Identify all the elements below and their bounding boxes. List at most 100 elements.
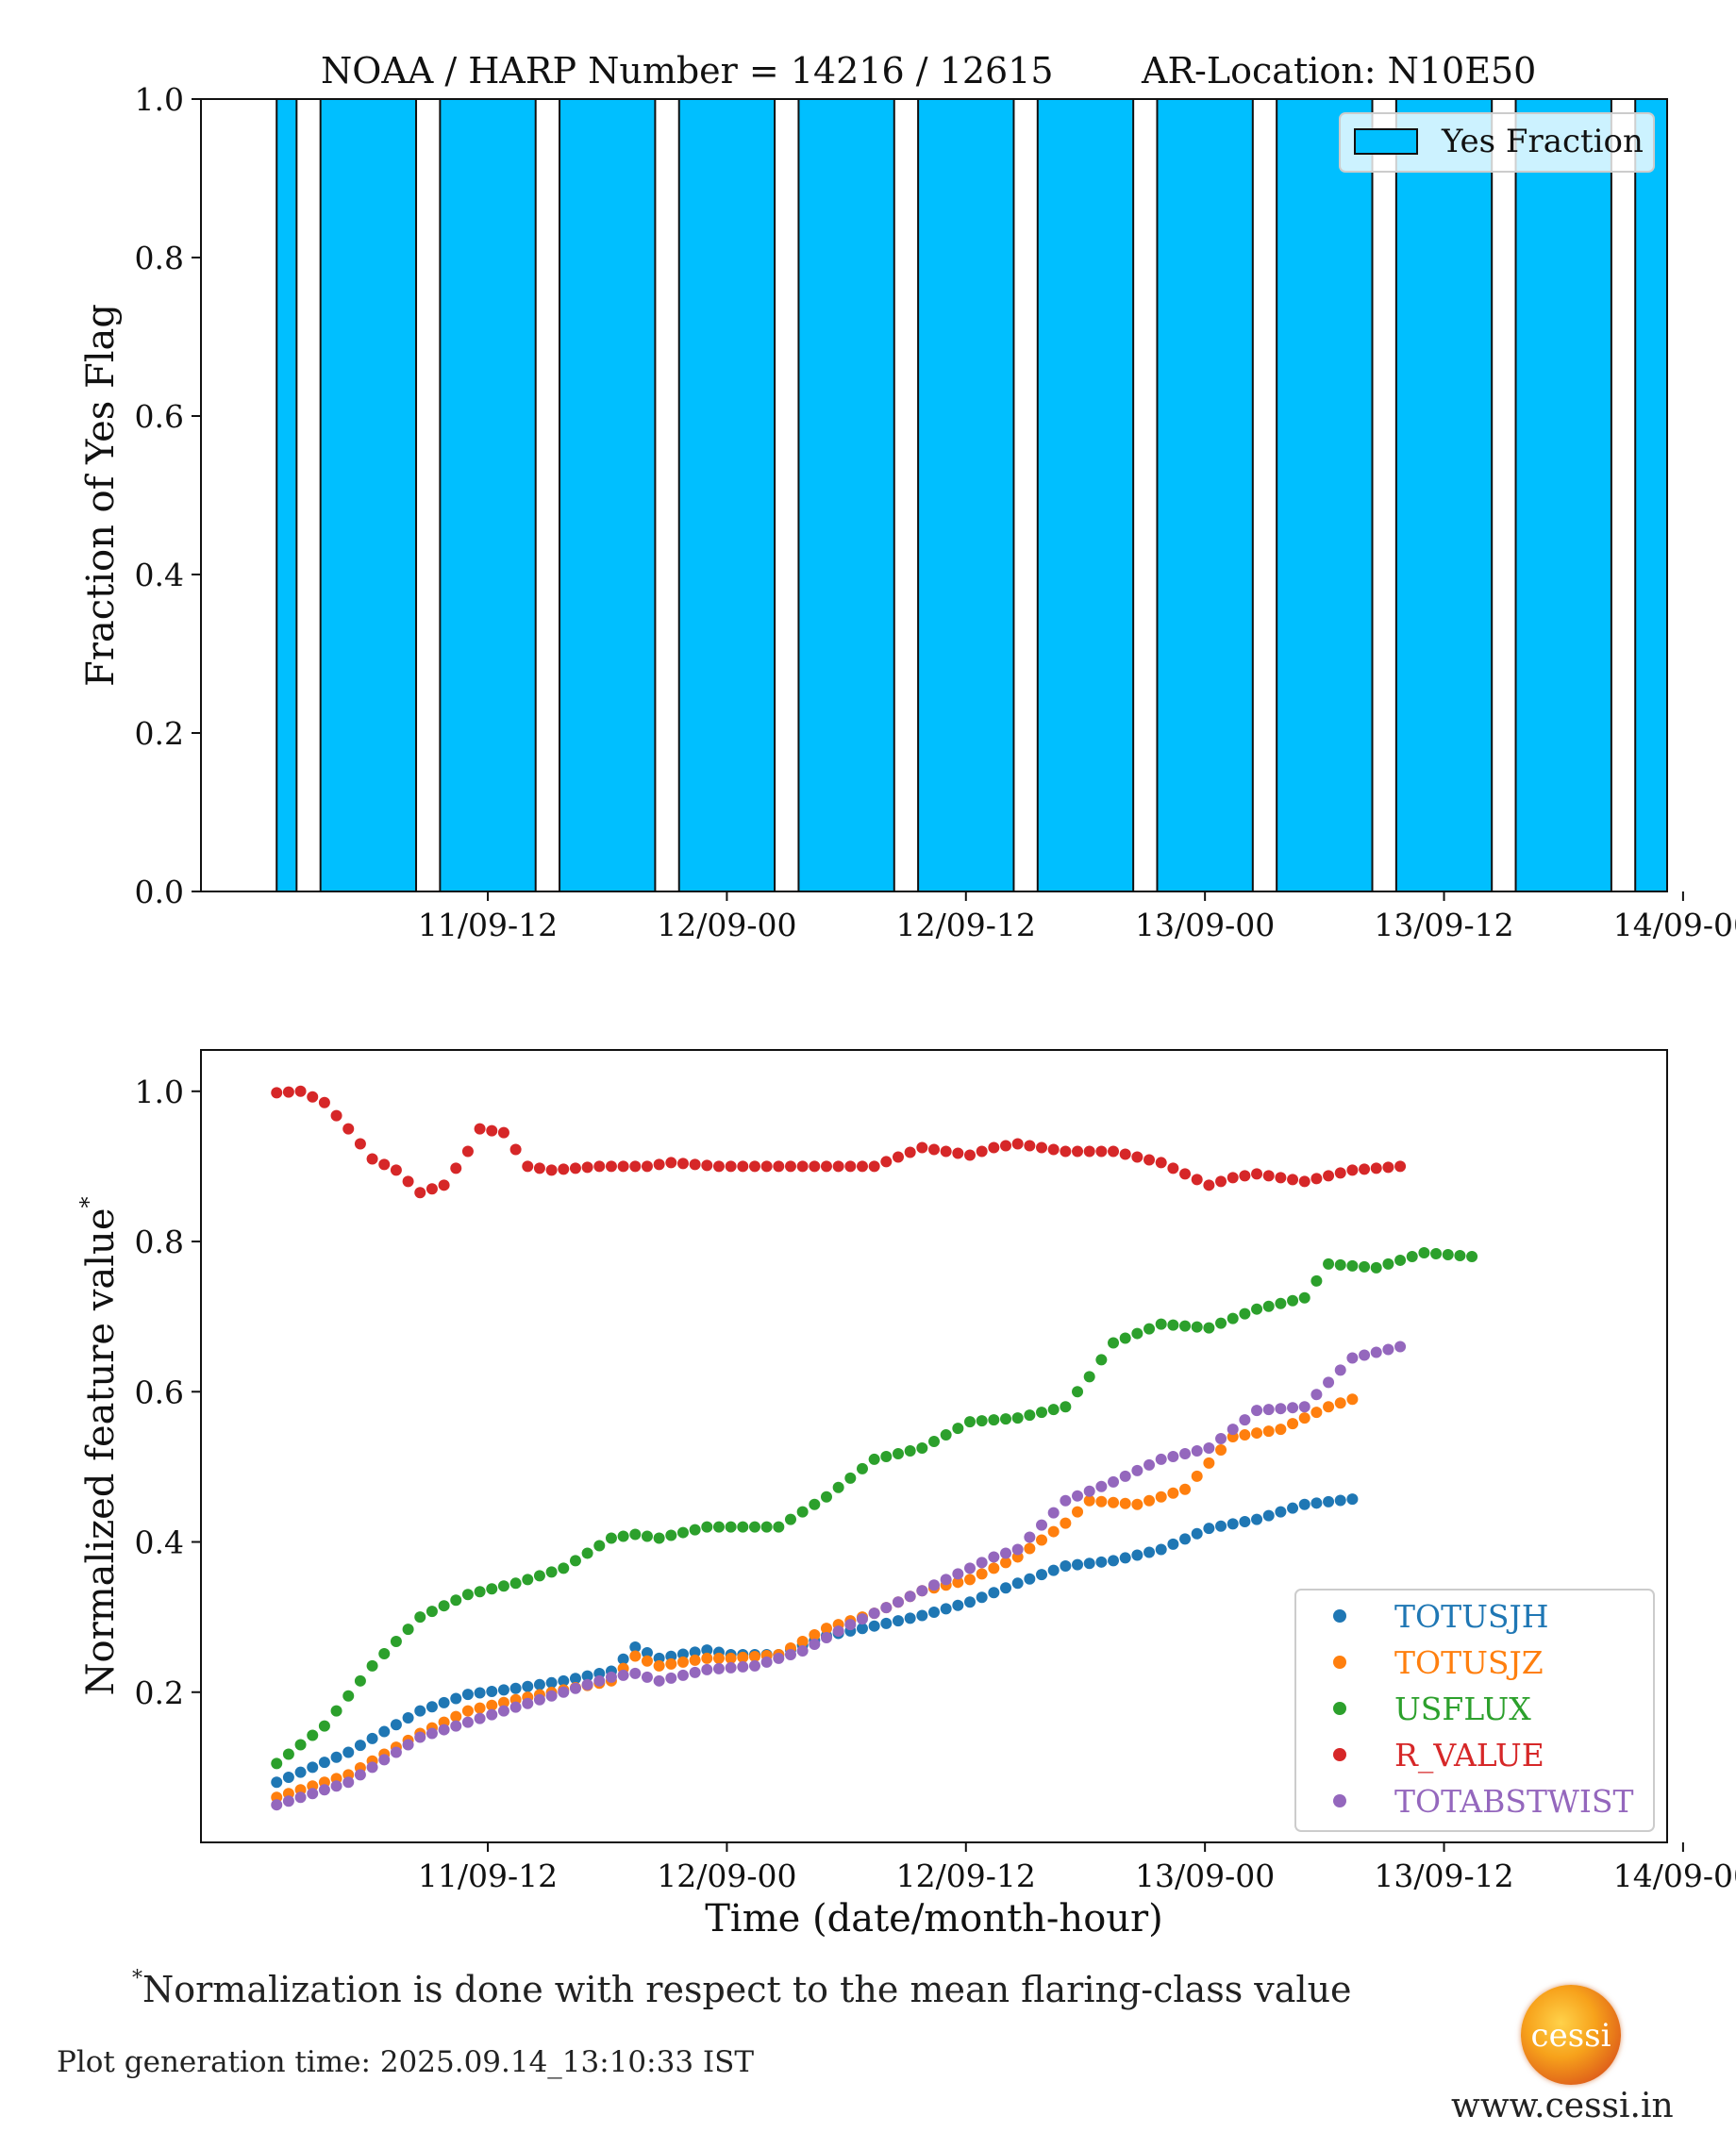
point-r_value	[1215, 1175, 1227, 1188]
point-usflux	[1036, 1407, 1048, 1419]
point-totusjh	[988, 1587, 1000, 1599]
point-usflux	[773, 1521, 785, 1533]
point-totusjz	[1060, 1517, 1072, 1529]
bottom-y-tick-label: 0.6	[135, 1374, 184, 1410]
point-totusjz	[1323, 1401, 1335, 1413]
point-r_value	[689, 1158, 701, 1171]
point-totusjh	[1167, 1538, 1179, 1550]
point-r_value	[712, 1160, 725, 1173]
point-usflux	[868, 1453, 880, 1465]
point-totabstwist	[725, 1661, 737, 1674]
point-totabstwist	[1275, 1403, 1287, 1415]
point-totusjh	[1047, 1564, 1060, 1576]
bottom-x-tick-label: 14/09-00	[1613, 1857, 1736, 1894]
point-totusjh	[689, 1646, 701, 1658]
point-totusjz	[1275, 1424, 1287, 1436]
point-totabstwist	[509, 1701, 522, 1713]
point-totusjz	[1215, 1443, 1227, 1456]
bottom-scatter-chart: 11/09-12 12/09-00 12/09-12 13/09-00 13/09-12…	[75, 1049, 1736, 1940]
point-totusjz	[450, 1710, 462, 1723]
legend-marker-totusjh	[1333, 1609, 1346, 1623]
bottom-x-tick-label: 13/09-12	[1374, 1857, 1513, 1894]
point-totusjh	[1203, 1523, 1215, 1535]
yes-fraction-bar	[797, 99, 895, 891]
point-r_value	[629, 1160, 642, 1173]
point-totabstwist	[1131, 1464, 1143, 1476]
point-r_value	[892, 1151, 904, 1163]
point-r_value	[486, 1124, 498, 1137]
point-r_value	[426, 1183, 438, 1195]
website-link[interactable]: www.cessi.in	[1451, 2087, 1674, 2125]
point-totusjh	[1131, 1549, 1143, 1561]
point-r_value	[796, 1160, 809, 1173]
point-totusjz	[1072, 1506, 1084, 1518]
point-r_value	[1167, 1162, 1179, 1174]
point-totusjh	[952, 1599, 964, 1611]
point-r_value	[509, 1143, 522, 1156]
top-y-axis-label: Fraction of Yes Flag	[79, 304, 123, 687]
point-totusjh	[904, 1612, 916, 1624]
point-r_value	[952, 1147, 964, 1159]
point-usflux	[1406, 1250, 1418, 1262]
top-x-tick-label: 12/09-12	[896, 907, 1036, 943]
point-totusjh	[318, 1757, 330, 1769]
point-totusjh	[1095, 1556, 1108, 1568]
point-totabstwist	[892, 1596, 904, 1608]
point-totusjh	[354, 1740, 366, 1752]
point-totabstwist	[641, 1671, 653, 1683]
bottom-x-tick-label: 12/09-12	[896, 1857, 1036, 1894]
point-totusjh	[1227, 1518, 1239, 1530]
point-totabstwist	[856, 1613, 868, 1625]
point-totabstwist	[1227, 1424, 1239, 1436]
point-r_value	[390, 1164, 402, 1176]
yes-fraction-bar	[677, 99, 776, 891]
point-usflux	[1239, 1308, 1251, 1320]
point-totusjh	[461, 1689, 474, 1701]
point-usflux	[856, 1462, 868, 1474]
yes-fraction-bar	[1276, 99, 1374, 891]
yes-fraction-bar	[917, 99, 1015, 891]
point-totabstwist	[976, 1557, 988, 1569]
point-totusjh	[629, 1641, 642, 1653]
point-totabstwist	[1298, 1401, 1310, 1413]
point-totabstwist	[868, 1607, 880, 1620]
point-usflux	[390, 1636, 402, 1648]
yes-fraction-bar	[1394, 99, 1494, 891]
point-usflux	[748, 1521, 760, 1533]
bottom-y-axis-label: Normalized feature value*	[75, 1197, 123, 1696]
point-usflux	[928, 1436, 940, 1448]
point-totabstwist	[1119, 1470, 1131, 1482]
point-totusjh	[522, 1680, 534, 1692]
point-totusjh	[474, 1687, 486, 1699]
point-totusjh	[271, 1776, 283, 1789]
point-totusjh	[438, 1696, 450, 1708]
point-totusjz	[1095, 1495, 1108, 1507]
point-totabstwist	[880, 1602, 893, 1614]
point-totabstwist	[307, 1788, 319, 1800]
point-usflux	[916, 1441, 928, 1454]
point-totabstwist	[438, 1724, 450, 1736]
point-totusjh	[701, 1644, 713, 1657]
bottom-y-axis-label-marker: *	[75, 1197, 102, 1208]
point-totabstwist	[1011, 1543, 1024, 1556]
point-totusjz	[748, 1650, 760, 1662]
point-r_value	[354, 1138, 366, 1150]
normalization-footnote: *Normalization is done with respect to t…	[132, 1967, 1352, 2010]
point-totusjz	[1251, 1427, 1263, 1440]
bottom-y-tick-label: 0.8	[135, 1224, 184, 1260]
point-usflux	[1191, 1321, 1203, 1333]
point-r_value	[748, 1160, 760, 1173]
point-r_value	[988, 1141, 1000, 1154]
point-r_value	[271, 1087, 283, 1099]
point-totusjh	[1323, 1495, 1335, 1507]
point-r_value	[1262, 1170, 1275, 1182]
bottom-legend-box	[1294, 1589, 1655, 1832]
point-usflux	[294, 1739, 307, 1751]
point-totabstwist	[402, 1739, 414, 1751]
point-totabstwist	[629, 1667, 642, 1679]
point-usflux	[1466, 1250, 1478, 1262]
point-totabstwist	[354, 1769, 366, 1781]
point-r_value	[725, 1160, 737, 1173]
bottom-y-tick-label: 0.4	[135, 1524, 184, 1561]
point-r_value	[904, 1146, 916, 1158]
